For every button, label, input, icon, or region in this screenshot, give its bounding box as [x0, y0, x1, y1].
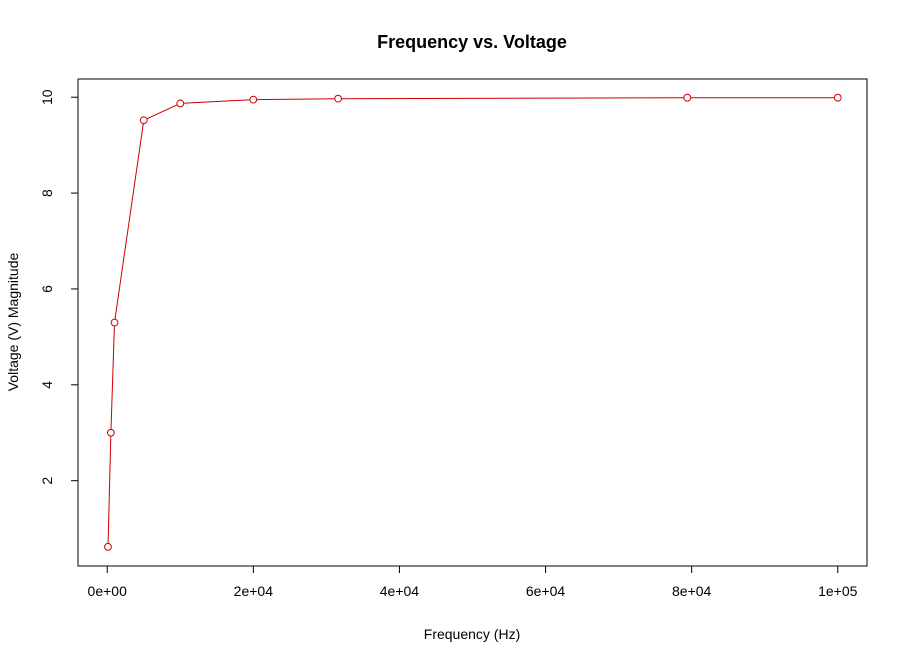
chart-title: Frequency vs. Voltage: [377, 32, 567, 52]
data-point: [176, 99, 185, 108]
x-axis-label: Frequency (Hz): [424, 626, 520, 642]
data-point: [106, 428, 115, 437]
x-axis: 0e+00 2e+04 4e+04 6e+04 8e+04 1e+05: [88, 565, 858, 599]
data-point: [334, 94, 342, 103]
x-tick-label: 1e+05: [818, 583, 858, 599]
data-point: [683, 93, 692, 102]
x-tick-label: 6e+04: [526, 583, 566, 599]
data-point: [249, 95, 258, 104]
x-tick-label: 4e+04: [380, 583, 420, 599]
data-point: [833, 93, 842, 102]
data-point: [110, 318, 119, 327]
x-tick-label: 2e+04: [234, 583, 274, 599]
data-point: [139, 116, 148, 125]
x-tick-label: 0e+00: [88, 583, 128, 599]
y-tick-label: 8: [39, 189, 55, 197]
y-tick-label: 6: [39, 285, 55, 293]
y-tick-label: 2: [39, 477, 55, 485]
y-axis-label: Voltage (V) Magnitude: [5, 253, 21, 392]
data-point: [104, 542, 112, 551]
y-tick-label: 4: [39, 381, 55, 389]
series-line: [107, 97, 838, 547]
plot-area-frame: [77, 78, 868, 567]
x-tick-label: 8e+04: [672, 583, 712, 599]
y-axis: 2 4 6 8 10: [39, 89, 79, 485]
series-markers: [104, 93, 842, 551]
y-tick-label: 10: [39, 89, 55, 105]
